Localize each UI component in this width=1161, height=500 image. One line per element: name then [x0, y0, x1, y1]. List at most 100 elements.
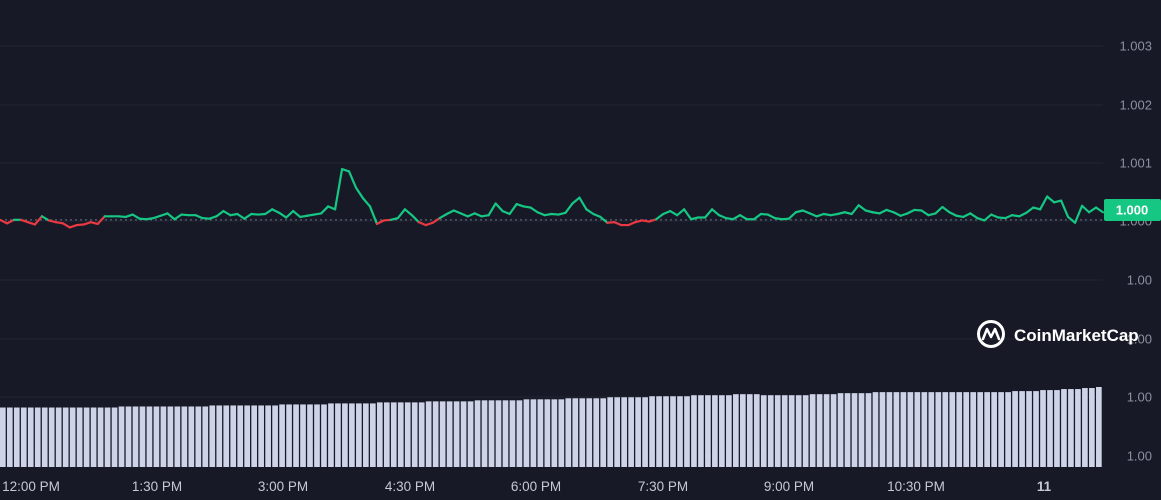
- price-segment: [117, 215, 127, 219]
- price-segment: [766, 213, 776, 220]
- volume-bar: [746, 394, 753, 467]
- volume-bar: [97, 407, 104, 467]
- volume-bar: [802, 395, 809, 467]
- volume-bar: [984, 392, 990, 467]
- price-segment: [264, 208, 274, 216]
- volume-bar: [188, 406, 195, 467]
- x-tick-label: 9:00 PM: [764, 479, 814, 494]
- volume-bar: [321, 404, 327, 467]
- volume-bar: [404, 402, 411, 467]
- volume-bar: [844, 393, 851, 467]
- volume-bar: [62, 407, 69, 467]
- volume-bar: [216, 405, 223, 467]
- volume-bar: [293, 404, 299, 467]
- coinmarketcap-logo-icon: [977, 320, 1005, 348]
- volume-bar: [13, 407, 20, 467]
- volume-bar: [27, 407, 34, 467]
- volume-bar: [830, 394, 837, 467]
- volume-bar: [69, 407, 76, 467]
- volume-bar: [251, 405, 257, 467]
- price-segment: [368, 205, 379, 226]
- volume-bar: [509, 400, 516, 467]
- volume-bar: [698, 395, 704, 467]
- price-segment: [962, 212, 972, 219]
- volume-bar: [76, 407, 83, 467]
- price-segment: [703, 208, 714, 219]
- price-segment: [194, 214, 204, 220]
- volume-bar: [481, 400, 488, 467]
- price-segment: [431, 216, 441, 224]
- volume-bar: [537, 399, 544, 467]
- price-segment: [480, 214, 490, 218]
- current-price-tag-bg: [1104, 199, 1161, 221]
- price-segment: [857, 204, 867, 212]
- price-segment: [683, 208, 693, 221]
- x-axis: 12:00 PM 1:30 PM 3:00 PM 4:30 PM 6:00 PM 7:30…: [2, 479, 1052, 494]
- price-segment: [969, 212, 979, 220]
- price-segment: [1046, 195, 1056, 204]
- price-segment: [215, 209, 225, 218]
- volume-bar: [767, 395, 774, 467]
- price-segment: [690, 216, 700, 221]
- price-segment: [292, 209, 302, 219]
- volume-bar: [907, 392, 914, 467]
- price-segment: [452, 209, 462, 215]
- price-segment: [794, 209, 804, 214]
- volume-bar: [705, 395, 711, 467]
- price-segment: [1073, 204, 1084, 224]
- price-segment: [410, 214, 420, 224]
- volume-bar: [104, 407, 111, 467]
- x-tick-label: 7:30 PM: [638, 479, 688, 494]
- volume-bar: [453, 401, 460, 467]
- volume-bar: [684, 396, 690, 467]
- volume-bar: [349, 403, 355, 467]
- volume-bar: [0, 407, 6, 467]
- price-segment: [89, 221, 99, 226]
- volume-bar: [383, 402, 390, 467]
- price-segment: [40, 215, 50, 222]
- y-tick-label: 1.00: [1127, 449, 1152, 464]
- price-segment: [138, 217, 148, 221]
- volume-bar: [1096, 387, 1102, 467]
- volume-bar: [1082, 388, 1088, 467]
- price-segment: [47, 219, 57, 224]
- price-segment: [1018, 211, 1028, 218]
- price-segment: [829, 212, 839, 217]
- price-segment: [997, 216, 1007, 220]
- volume-bar: [495, 400, 502, 467]
- price-segment: [976, 216, 986, 222]
- price-segment: [438, 212, 448, 220]
- volume-bar: [809, 394, 816, 467]
- volume-bar: [230, 405, 237, 467]
- price-segment: [166, 212, 176, 221]
- price-segment: [347, 170, 358, 189]
- volume-bar: [726, 395, 732, 467]
- price-segment: [494, 202, 504, 213]
- volume-bar: [460, 401, 467, 467]
- volume-bar: [279, 404, 285, 467]
- price-segment: [892, 211, 902, 217]
- price-segment: [466, 212, 476, 218]
- price-segment: [473, 212, 483, 218]
- volume-bar: [886, 392, 893, 467]
- price-segment: [1053, 199, 1063, 204]
- x-tick-label: 3:00 PM: [258, 479, 308, 494]
- volume-bar: [544, 399, 551, 467]
- volume-bar: [307, 404, 313, 467]
- price-segment: [585, 208, 595, 216]
- current-price-label: 1.000: [1116, 203, 1149, 218]
- price-segment: [990, 213, 1000, 219]
- volume-bar: [132, 406, 139, 467]
- price-line: [0, 167, 1105, 229]
- volume-bars: [0, 387, 1102, 467]
- price-segment: [920, 209, 930, 217]
- price-segment: [1004, 214, 1014, 220]
- price-segment: [382, 218, 393, 222]
- price-segment: [648, 218, 658, 223]
- price-segment: [808, 212, 818, 218]
- volume-bar: [167, 406, 174, 467]
- price-segment: [655, 212, 665, 221]
- volume-bar: [558, 399, 565, 467]
- price-segment: [871, 211, 881, 215]
